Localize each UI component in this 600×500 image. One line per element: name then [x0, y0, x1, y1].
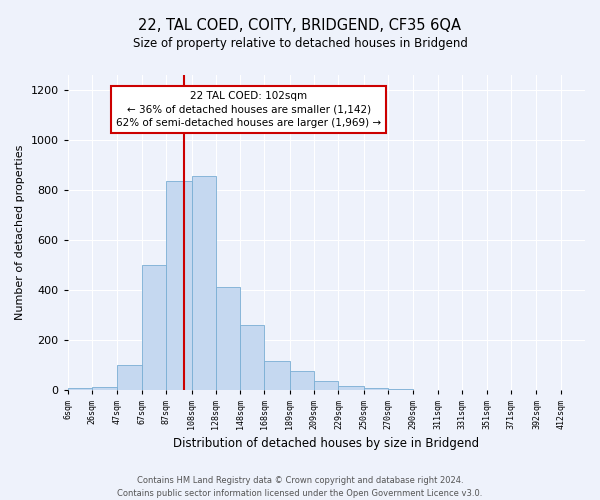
Bar [191, 176, 216, 390]
Bar [166, 181, 191, 390]
X-axis label: Distribution of detached houses by size in Bridgend: Distribution of detached houses by size … [173, 437, 479, 450]
Text: 22, TAL COED, COITY, BRIDGEND, CF35 6QA: 22, TAL COED, COITY, BRIDGEND, CF35 6QA [139, 18, 461, 32]
Bar [118, 364, 142, 390]
Bar [240, 324, 265, 390]
Text: Contains HM Land Registry data © Crown copyright and database right 2024.
Contai: Contains HM Land Registry data © Crown c… [118, 476, 482, 498]
Bar [314, 381, 338, 390]
Bar [338, 386, 364, 390]
Text: 22 TAL COED: 102sqm
← 36% of detached houses are smaller (1,142)
62% of semi-det: 22 TAL COED: 102sqm ← 36% of detached ho… [116, 91, 381, 128]
Bar [142, 265, 166, 390]
Bar [364, 388, 388, 390]
Bar [92, 387, 118, 390]
Bar [216, 288, 240, 390]
Text: Size of property relative to detached houses in Bridgend: Size of property relative to detached ho… [133, 38, 467, 51]
Y-axis label: Number of detached properties: Number of detached properties [15, 144, 25, 320]
Bar [68, 388, 92, 390]
Bar [290, 371, 314, 390]
Bar [265, 361, 290, 390]
